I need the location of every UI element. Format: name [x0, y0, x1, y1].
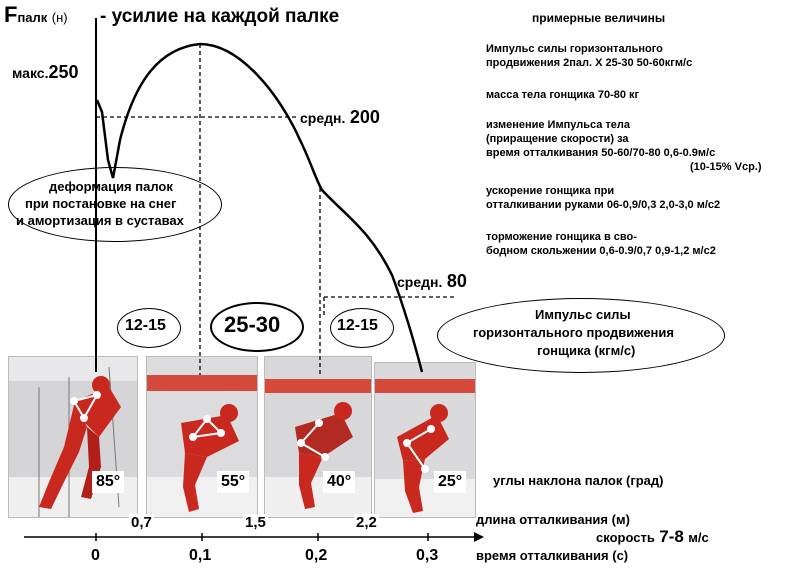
speed-label: скорость 7-8 м/с — [596, 527, 709, 547]
force-subscript: палк — [17, 10, 48, 25]
deformation-oval — [8, 167, 222, 242]
max-value: 250 — [48, 62, 79, 82]
mean200-label: средн. 200 — [300, 107, 380, 128]
speed-prefix: скорость — [596, 530, 655, 545]
info-braking-line-2: бодном скольжении 0,6-0.9/0,7 0,9-1,2 м/… — [486, 245, 716, 257]
impulse-line-1: Импульс силы — [535, 307, 631, 322]
length-value-2: 1,5 — [243, 514, 268, 531]
max-label: макс. — [12, 65, 49, 81]
phase-right-label: 12-15 — [337, 317, 378, 334]
phase-middle-label: 25-30 — [224, 312, 281, 337]
phase-left-label: 12-15 — [125, 317, 166, 334]
info-braking-line-1: торможение гонщика в сво- — [486, 231, 637, 243]
info-impulse: Импульс силы горизонтального продвижения… — [486, 42, 692, 70]
info-acceleration-line-1: ускорение гонщика при — [486, 185, 615, 197]
impulse-line-2: горизонтального продвижения — [473, 325, 674, 340]
info-momentum-line-4: (10-15% Vср.) — [690, 161, 762, 173]
force-title: - усилие на каждой палке — [100, 6, 340, 27]
phase-oval-right — [330, 308, 394, 348]
impulse-line-3: гонщика (кгм/с) — [537, 343, 636, 358]
deformation-line-1: деформация палок — [49, 179, 173, 194]
time-tick-label-0: 0 — [91, 547, 100, 564]
time-title: время отталкивания (с) — [476, 548, 629, 563]
length-value-1: 0,7 — [129, 514, 154, 531]
athlete-photo-4 — [374, 362, 476, 518]
force-curve — [95, 42, 424, 373]
length-title: длина отталкивания (м) — [476, 512, 630, 527]
time-tick-label-02: 0,2 — [305, 547, 328, 564]
info-mass: масса тела гонщика 70-80 кг — [486, 88, 639, 102]
length-value-3: 2,2 — [354, 514, 379, 531]
impulse-oval — [437, 298, 725, 373]
mean80-prefix: средн. — [397, 274, 443, 290]
time-axis-arrow — [474, 532, 484, 542]
info-momentum-change: изменение Импульса тела (приращение скор… — [486, 118, 762, 174]
phase-oval-left — [117, 308, 181, 348]
mean80-label: средн. 80 — [397, 271, 467, 292]
info-momentum-line-2: (приращение скорости) за — [486, 133, 629, 145]
time-tick-label-03: 0,3 — [416, 547, 439, 564]
info-braking: торможение гонщика в сво- бодном скольже… — [486, 230, 716, 258]
mean200-value: 200 — [349, 107, 380, 127]
info-momentum-line-1: изменение Импульса тела — [486, 119, 630, 131]
info-title: примерные величины — [532, 11, 666, 25]
angle-label-1: 85° — [92, 471, 125, 493]
angle-title: углы наклона палок (град) — [493, 473, 664, 488]
max-value-label: макс.250 — [12, 62, 79, 83]
deformation-line-2: при постановке на снег — [25, 196, 177, 211]
phase-oval-middle — [210, 302, 304, 352]
info-acceleration: ускорение гонщика при отталкивании рукам… — [486, 184, 720, 212]
force-axis-label: Fпалк (н) — [4, 2, 68, 28]
info-impulse-line-1: Импульс силы горизонтального — [486, 43, 663, 55]
speed-value: 7-8 — [659, 527, 684, 546]
angle-label-4: 25° — [434, 471, 467, 493]
mean80-value: 80 — [446, 271, 467, 291]
info-momentum-line-3: время отталкивания 50-60/70-80 0,6-0.9м/… — [486, 147, 716, 159]
speed-unit: м/с — [688, 530, 709, 545]
info-mass-line-1: масса тела гонщика 70-80 кг — [486, 89, 640, 101]
angle-label-3: 40° — [323, 471, 356, 493]
angle-label-2: 55° — [217, 471, 250, 493]
force-unit: (н) — [51, 10, 68, 25]
deformation-line-3: и амортизация в суставах — [16, 213, 184, 228]
mean200-prefix: средн. — [300, 110, 346, 126]
time-tick-label-01: 0,1 — [189, 547, 212, 564]
info-impulse-line-2: продвижения 2пал. Х 25-30 50-60кгм/с — [486, 57, 693, 69]
force-symbol: F — [4, 2, 18, 27]
info-acceleration-line-2: отталкивании руками 06-0,9/0,3 2,0-3,0 м… — [486, 199, 721, 211]
